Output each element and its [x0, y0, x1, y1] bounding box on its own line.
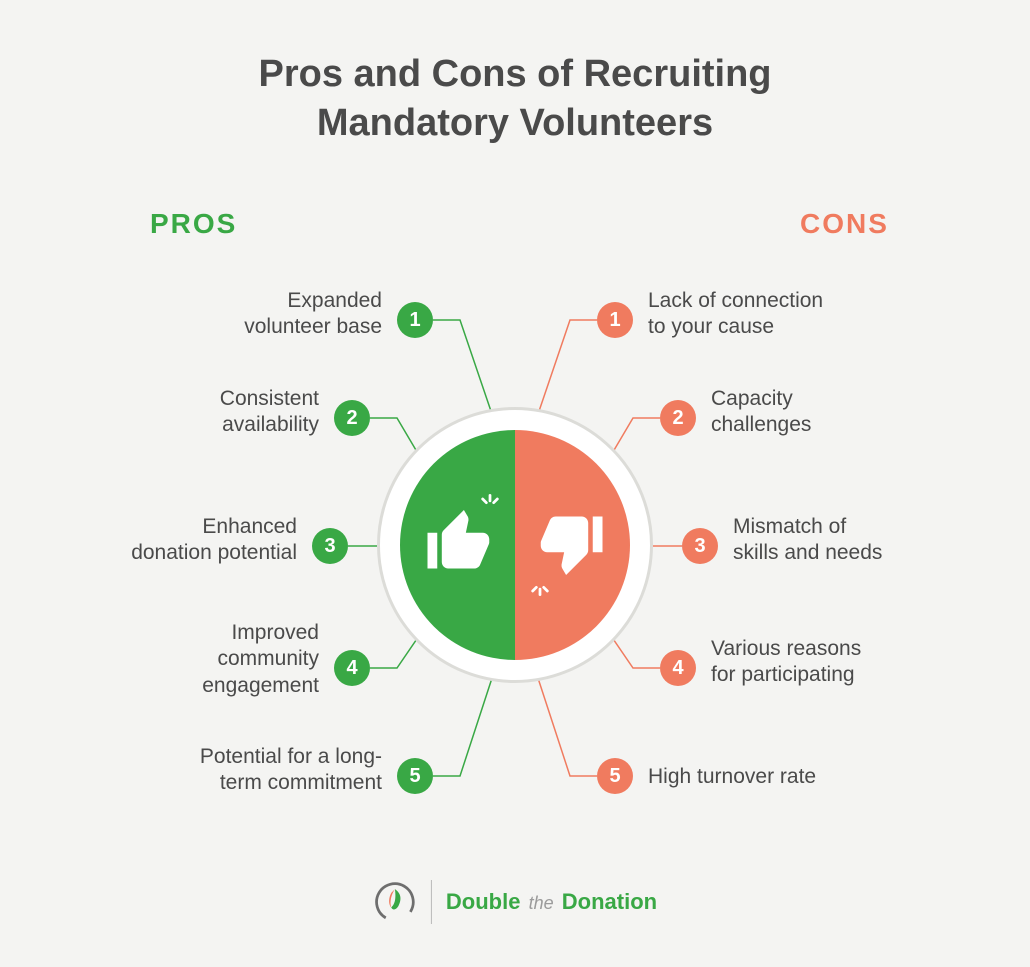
con-badge-1: 1 — [597, 302, 633, 338]
con-badge-5: 5 — [597, 758, 633, 794]
pro-item-2: Consistentavailability — [220, 386, 319, 439]
pro-badge-2: 2 — [334, 400, 370, 436]
thumbs-down-icon — [531, 504, 609, 587]
pro-badge-3: 3 — [312, 528, 348, 564]
cons-header: CONS — [800, 208, 889, 240]
footer-divider — [431, 880, 432, 924]
brand-word-the: the — [529, 893, 554, 913]
pro-connector — [433, 320, 494, 420]
brand-word-2: Donation — [562, 889, 657, 914]
con-connector — [536, 672, 597, 776]
center-circle — [400, 430, 630, 660]
pro-item-4: Improvedcommunityengagement — [202, 620, 319, 699]
footer-brand-text: Double the Donation — [446, 889, 657, 915]
con-badge-2: 2 — [660, 400, 696, 436]
pro-item-5: Potential for a long-term commitment — [200, 744, 382, 797]
con-item-2: Capacitychallenges — [711, 386, 811, 439]
pro-badge-4: 4 — [334, 650, 370, 686]
con-badge-3: 3 — [682, 528, 718, 564]
con-connector — [536, 320, 597, 420]
brand-mark-icon — [373, 880, 417, 924]
pro-badge-5: 5 — [397, 758, 433, 794]
footer-logo: Double the Donation — [373, 880, 657, 924]
con-badge-4: 4 — [660, 650, 696, 686]
page-title: Pros and Cons of Recruiting Mandatory Vo… — [0, 0, 1030, 149]
pros-header: PROS — [150, 208, 237, 240]
con-item-4: Various reasonsfor participating — [711, 636, 861, 689]
thumbs-up-icon — [421, 504, 499, 587]
pro-item-1: Expandedvolunteer base — [244, 288, 382, 341]
pro-item-3: Enhanceddonation potential — [131, 514, 297, 567]
title-line-1: Pros and Cons of Recruiting — [258, 53, 771, 95]
brand-word-1: Double — [446, 889, 521, 914]
pro-badge-1: 1 — [397, 302, 433, 338]
con-item-5: High turnover rate — [648, 764, 816, 790]
con-item-3: Mismatch ofskills and needs — [733, 514, 882, 567]
pro-connector — [433, 672, 494, 776]
title-line-2: Mandatory Volunteers — [317, 102, 713, 144]
con-item-1: Lack of connectionto your cause — [648, 288, 823, 341]
